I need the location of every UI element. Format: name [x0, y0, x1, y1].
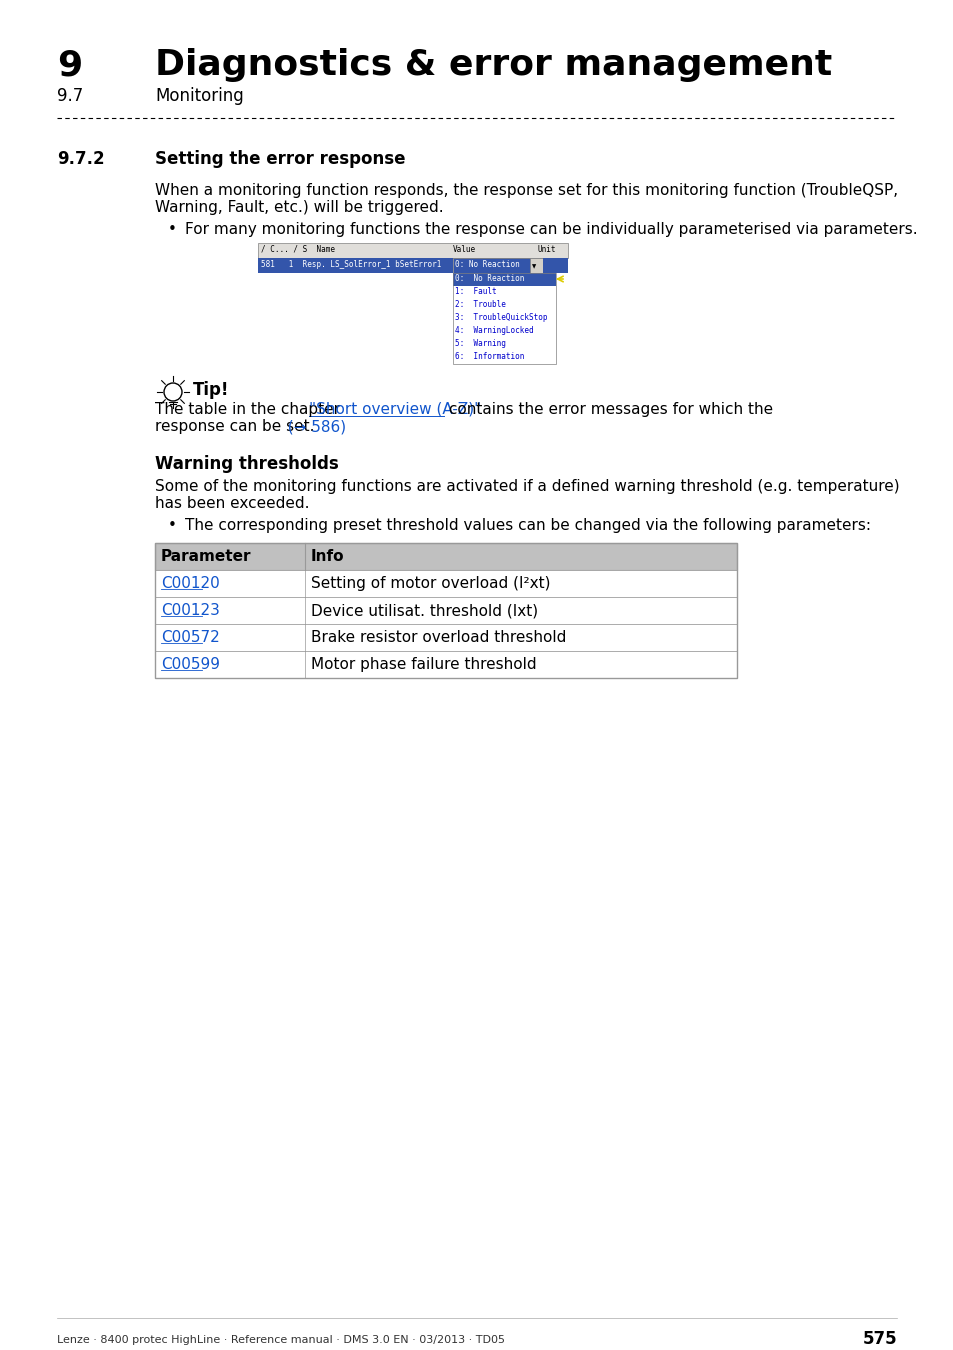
Bar — [154, 624, 737, 651]
Bar — [453, 273, 556, 286]
Text: 9: 9 — [57, 49, 82, 82]
Bar — [542, 258, 567, 273]
Bar — [154, 570, 737, 597]
Text: Monitoring: Monitoring — [154, 86, 244, 105]
Text: For many monitoring functions the response can be individually parameterised via: For many monitoring functions the respon… — [185, 221, 917, 238]
Text: 4:  WarningLocked: 4: WarningLocked — [455, 325, 533, 335]
Bar — [257, 243, 567, 258]
Text: Warning thresholds: Warning thresholds — [154, 455, 338, 472]
Bar — [453, 273, 556, 365]
Text: C00599: C00599 — [161, 657, 220, 672]
Bar — [257, 258, 453, 273]
Text: 6:  Information: 6: Information — [455, 352, 524, 360]
Text: (→ 586): (→ 586) — [277, 418, 346, 433]
Text: 575: 575 — [862, 1330, 896, 1349]
Text: C00120: C00120 — [161, 576, 219, 591]
Bar — [453, 312, 556, 325]
Text: 3:  TroubleQuickStop: 3: TroubleQuickStop — [455, 313, 547, 323]
Text: The corresponding preset threshold values can be changed via the following param: The corresponding preset threshold value… — [185, 518, 870, 533]
Bar — [154, 543, 737, 570]
Text: has been exceeded.: has been exceeded. — [154, 495, 309, 512]
Text: response can be set.: response can be set. — [154, 418, 314, 433]
Text: Setting the error response: Setting the error response — [154, 150, 405, 167]
Text: C00123: C00123 — [161, 603, 219, 618]
Bar — [453, 286, 556, 298]
Bar — [453, 351, 556, 364]
Text: 0: No Reaction: 0: No Reaction — [455, 261, 519, 269]
Text: Lenze · 8400 protec HighLine · Reference manual · DMS 3.0 EN · 03/2013 · TD05: Lenze · 8400 protec HighLine · Reference… — [57, 1335, 504, 1345]
Bar — [154, 597, 737, 624]
Text: Diagnostics & error management: Diagnostics & error management — [154, 49, 831, 82]
Text: Setting of motor overload (I²xt): Setting of motor overload (I²xt) — [311, 576, 550, 591]
Text: 2:  Trouble: 2: Trouble — [455, 300, 505, 309]
Text: 1:  Fault: 1: Fault — [455, 288, 497, 296]
Bar — [453, 258, 542, 273]
Text: Unit: Unit — [537, 244, 556, 254]
Text: 5:  Warning: 5: Warning — [455, 339, 505, 348]
Bar — [154, 651, 737, 678]
Text: / C... / S  Name: / C... / S Name — [261, 244, 335, 254]
Text: C00572: C00572 — [161, 630, 219, 645]
Text: Motor phase failure threshold: Motor phase failure threshold — [311, 657, 536, 672]
Bar — [453, 325, 556, 338]
Text: 581   1  Resp. LS_SolError_1 bSetError1: 581 1 Resp. LS_SolError_1 bSetError1 — [261, 261, 441, 269]
Text: Info: Info — [311, 549, 344, 564]
Bar — [453, 338, 556, 351]
Text: ▼: ▼ — [532, 265, 536, 270]
Text: When a monitoring function responds, the response set for this monitoring functi: When a monitoring function responds, the… — [154, 184, 897, 198]
Text: "Short overview (A-Z)": "Short overview (A-Z)" — [309, 402, 480, 417]
Text: Device utilisat. threshold (Ixt): Device utilisat. threshold (Ixt) — [311, 603, 537, 618]
Text: •: • — [168, 221, 176, 238]
Text: Warning, Fault, etc.) will be triggered.: Warning, Fault, etc.) will be triggered. — [154, 200, 443, 215]
Text: •: • — [168, 518, 176, 533]
Text: Value: Value — [453, 244, 476, 254]
Text: Tip!: Tip! — [193, 381, 230, 400]
Text: Brake resistor overload threshold: Brake resistor overload threshold — [311, 630, 566, 645]
Text: 0:  No Reaction: 0: No Reaction — [455, 274, 524, 284]
Text: Parameter: Parameter — [161, 549, 252, 564]
Bar — [530, 258, 542, 273]
Text: 9.7.2: 9.7.2 — [57, 150, 105, 167]
Text: 9.7: 9.7 — [57, 86, 83, 105]
Bar — [453, 298, 556, 312]
Bar — [154, 543, 737, 678]
Text: The table in the chapter: The table in the chapter — [154, 402, 345, 417]
Text: contains the error messages for which the: contains the error messages for which th… — [443, 402, 772, 417]
Text: Some of the monitoring functions are activated if a defined warning threshold (e: Some of the monitoring functions are act… — [154, 479, 899, 494]
